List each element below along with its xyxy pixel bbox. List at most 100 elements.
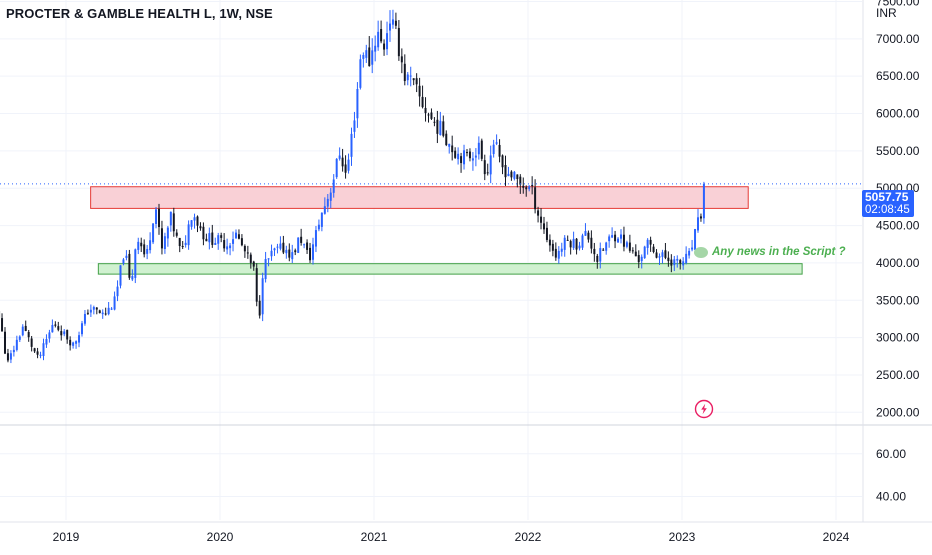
candle-body <box>250 255 252 263</box>
candle-body <box>149 240 151 250</box>
candle-body <box>576 239 578 250</box>
candle-body <box>584 231 586 236</box>
y-tick-label: 4000.00 <box>876 256 920 270</box>
candle-body <box>10 353 12 359</box>
candle-body <box>383 44 385 50</box>
candle-body <box>398 28 400 56</box>
candle-body <box>676 259 678 261</box>
candle-body <box>513 172 515 179</box>
last-price-badge: 5057.75 02:08:45 <box>862 190 914 217</box>
candle-body <box>499 145 501 157</box>
candle-body <box>238 234 240 238</box>
sub-y-tick-label: 40.00 <box>876 490 906 504</box>
candle-body <box>638 255 640 262</box>
note-marker[interactable] <box>694 247 708 258</box>
candle-body <box>232 239 234 244</box>
x-tick-label: 2022 <box>515 530 542 544</box>
candle-body <box>490 155 492 174</box>
candle-body <box>475 156 477 158</box>
candle-body <box>365 50 367 58</box>
candle-body <box>653 247 655 252</box>
candle-body <box>664 250 666 258</box>
flash-bolt-icon[interactable] <box>694 399 714 419</box>
candle-body <box>315 230 317 246</box>
candle-body <box>324 206 326 214</box>
candle-body <box>425 108 427 113</box>
candle-body <box>78 335 80 342</box>
chart-title[interactable]: PROCTER & GAMBLE HEALTH L, 1W, NSE <box>6 6 273 21</box>
annotation-text[interactable]: Any news in the Script ? <box>712 246 846 258</box>
support-zone <box>98 264 802 274</box>
candle-body <box>191 220 193 227</box>
candle-body <box>546 228 548 240</box>
candle-body <box>291 252 293 259</box>
candle-body <box>590 238 592 249</box>
candle-body <box>309 248 311 260</box>
candle-body <box>356 89 358 118</box>
candle-body <box>146 249 148 254</box>
candle-body <box>137 242 139 250</box>
candle-body <box>596 256 598 262</box>
candle-body <box>25 326 27 331</box>
candle-body <box>84 314 86 324</box>
candle-body <box>345 164 347 172</box>
candle-body <box>433 122 435 123</box>
y-tick-label: 3000.00 <box>876 331 920 345</box>
y-tick-label: 4500.00 <box>876 219 920 233</box>
candle-body <box>51 325 53 332</box>
candle-body <box>303 244 305 245</box>
candle-body <box>128 254 130 278</box>
candle-body <box>54 324 56 325</box>
candle-body <box>102 313 104 314</box>
candle-body <box>63 331 65 334</box>
candle-body <box>353 120 355 131</box>
candle-body <box>342 158 344 167</box>
candle-body <box>45 339 47 344</box>
candle-body <box>410 76 412 77</box>
candle-body <box>40 355 42 356</box>
y-tick-label: 2000.00 <box>876 405 920 419</box>
candle-body <box>170 212 172 226</box>
x-tick-label: 2021 <box>361 530 388 544</box>
candle-body <box>143 244 145 254</box>
candle-body <box>214 243 216 245</box>
candle-body <box>380 29 382 41</box>
candle-body <box>19 337 21 340</box>
candle-body <box>573 239 575 248</box>
candle-body <box>108 308 110 314</box>
candle-body <box>611 235 613 237</box>
candle-body <box>199 226 201 228</box>
candle-body <box>602 250 604 251</box>
candle-body <box>327 199 329 207</box>
candle-body <box>265 259 267 279</box>
candle-body <box>416 78 418 84</box>
candle-body <box>173 213 175 231</box>
candle-body <box>451 146 453 153</box>
candle-body <box>117 287 119 297</box>
candle-body <box>629 243 631 251</box>
candle-body <box>419 86 421 97</box>
candle-body <box>392 19 394 24</box>
x-tick-label: 2024 <box>823 530 850 544</box>
candle-body <box>81 323 83 334</box>
candle-body <box>599 248 601 261</box>
candle-body <box>42 343 44 356</box>
candle-body <box>122 259 124 263</box>
candle-body <box>271 251 273 256</box>
currency-label: INR <box>876 6 897 20</box>
candle-body <box>125 256 127 258</box>
candle-body <box>34 348 36 351</box>
candle-body <box>478 143 480 154</box>
candle-body <box>457 154 459 159</box>
candle-body <box>484 160 486 174</box>
candle-body <box>359 59 361 88</box>
candle-body <box>413 78 415 80</box>
candle-body <box>404 64 406 81</box>
candle-body <box>31 338 33 346</box>
sub-y-tick-label: 60.00 <box>876 447 906 461</box>
candle-body <box>522 186 524 188</box>
candle-body <box>134 249 136 278</box>
candle-body <box>623 235 625 247</box>
